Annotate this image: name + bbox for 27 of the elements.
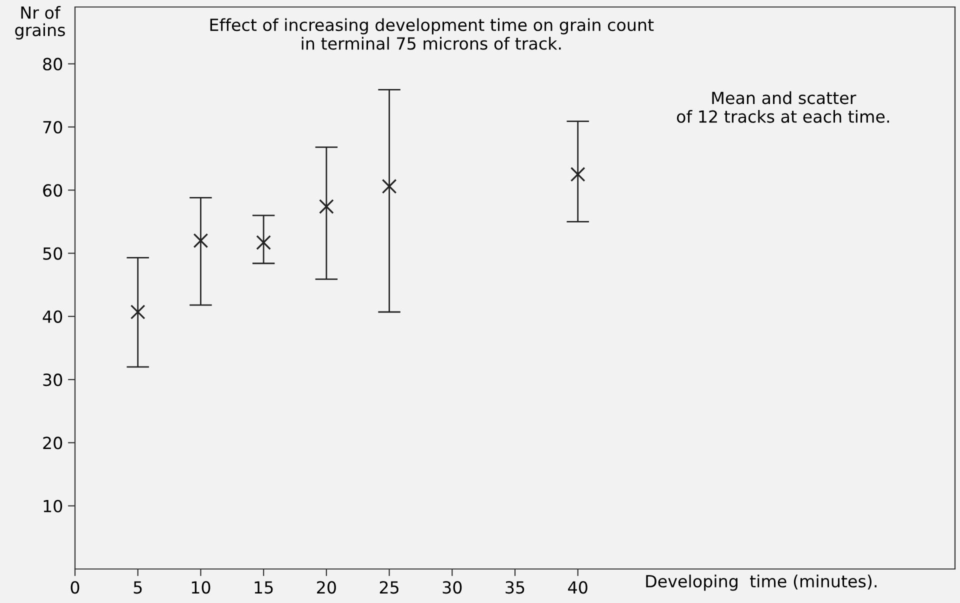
y-tick-label: 40	[42, 310, 62, 323]
x-tick-label: 15	[254, 581, 273, 594]
point	[382, 178, 397, 194]
y-tick-label: 50	[43, 247, 62, 260]
point	[193, 233, 208, 248]
point	[319, 199, 334, 214]
y-tick-label: 20	[43, 436, 62, 450]
x-tick-label: 35	[506, 581, 524, 594]
x-tick-label: 40	[568, 581, 588, 594]
x-tick-label: 0	[70, 581, 80, 594]
y-axis-title: Nr of grains	[15, 6, 65, 40]
annotation: Mean and scatter of 12 tracks at each time.	[676, 91, 889, 123]
x-axis-title: Developing time (minutes).	[646, 574, 876, 591]
y-tick-label: 80	[43, 58, 62, 70]
point	[256, 235, 271, 250]
point	[570, 166, 586, 182]
x-tick-label: 30	[442, 581, 462, 594]
x-tick-label: 20	[317, 581, 336, 594]
y-tick-label: 70	[43, 120, 62, 134]
x-tick-label: 5	[134, 581, 142, 594]
y-tick-label: 10	[44, 500, 62, 512]
point	[130, 304, 146, 320]
x-tick-label: 25	[380, 581, 398, 594]
y-tick-label: 30	[43, 374, 62, 386]
x-tick-label: 10	[192, 581, 210, 594]
y-tick-label: 60	[43, 184, 62, 197]
text: Effect of increasing development time on grain count in terminal 75 microns of track.	[210, 18, 654, 50]
